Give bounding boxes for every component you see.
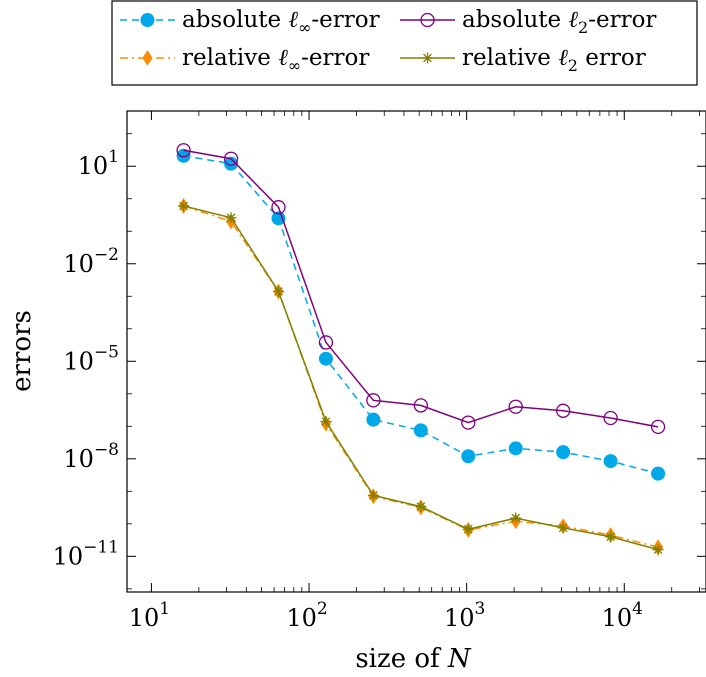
series-line (183, 149, 659, 428)
y-tick-label: 101 (78, 147, 119, 180)
x-tick-label: 103 (444, 599, 485, 632)
data-point (223, 151, 239, 166)
data-point (178, 200, 190, 212)
data-point (508, 441, 523, 456)
data-point (415, 501, 427, 513)
data-point (508, 399, 523, 414)
series-line (183, 155, 659, 475)
y-tick-label: 10−11 (53, 537, 119, 570)
data-point (462, 523, 474, 535)
data-point (271, 200, 286, 215)
axis-tick-labels: 101 102 103 104 101 10−2 10−5 10−8 10−11 (53, 147, 643, 632)
data-point (176, 143, 191, 158)
legend-label: relative ℓ2 error (462, 45, 646, 75)
x-tick-label: 104 (602, 599, 643, 632)
data-point (652, 544, 664, 556)
data-point (176, 148, 191, 163)
axis-ticks (127, 111, 706, 592)
data-point (272, 286, 284, 298)
legend-entry: relative ℓ2 error (400, 45, 646, 75)
data-point (413, 398, 428, 413)
legend: absolute ℓ∞-error absolute ℓ2-error relati… (111, 0, 698, 86)
x-tick-label: 101 (129, 599, 170, 632)
data-point (461, 449, 476, 464)
y-tick-label: 10−8 (63, 440, 119, 473)
data-point (413, 423, 428, 438)
data-point (556, 403, 571, 418)
data-point (366, 412, 381, 427)
data-point (461, 415, 476, 430)
legend-label: absolute ℓ∞-error (182, 7, 380, 37)
data-point (318, 335, 334, 350)
data-point (556, 445, 571, 460)
data-point (603, 454, 618, 469)
data-point (603, 410, 618, 426)
legend-box (111, 0, 698, 86)
legend-entry: relative ℓ∞-error (120, 45, 369, 75)
legend-label: absolute ℓ2-error (462, 7, 656, 37)
data-point (366, 393, 381, 408)
series-2 (178, 198, 664, 556)
data-point (225, 212, 237, 224)
data-point (224, 156, 239, 171)
plot-area (126, 110, 706, 593)
data-point (367, 489, 379, 501)
legend-label: relative ℓ∞-error (182, 45, 369, 75)
data-point (318, 351, 333, 366)
series-line (183, 205, 659, 549)
x-axis-title: size of N (355, 644, 472, 674)
data-point (557, 522, 569, 534)
legend-marker (420, 12, 435, 28)
series-1 (176, 143, 666, 435)
series-3 (178, 200, 664, 556)
legend-entry: absolute ℓ2-error (400, 7, 656, 37)
y-axis-title: errors (7, 310, 37, 392)
series-layer (176, 143, 666, 556)
legend-entry: absolute ℓ∞-error (120, 7, 380, 37)
legend-marker (140, 13, 155, 27)
legend-marker (142, 50, 153, 66)
data-point (605, 531, 617, 543)
series-0 (176, 148, 666, 481)
y-tick-label: 10−5 (63, 342, 119, 375)
data-point (651, 466, 666, 481)
legend-marker (422, 52, 433, 64)
data-point (320, 416, 332, 428)
data-point (510, 512, 522, 524)
y-tick-label: 10−2 (63, 245, 119, 278)
data-point (650, 419, 666, 435)
x-tick-label: 102 (286, 599, 327, 632)
